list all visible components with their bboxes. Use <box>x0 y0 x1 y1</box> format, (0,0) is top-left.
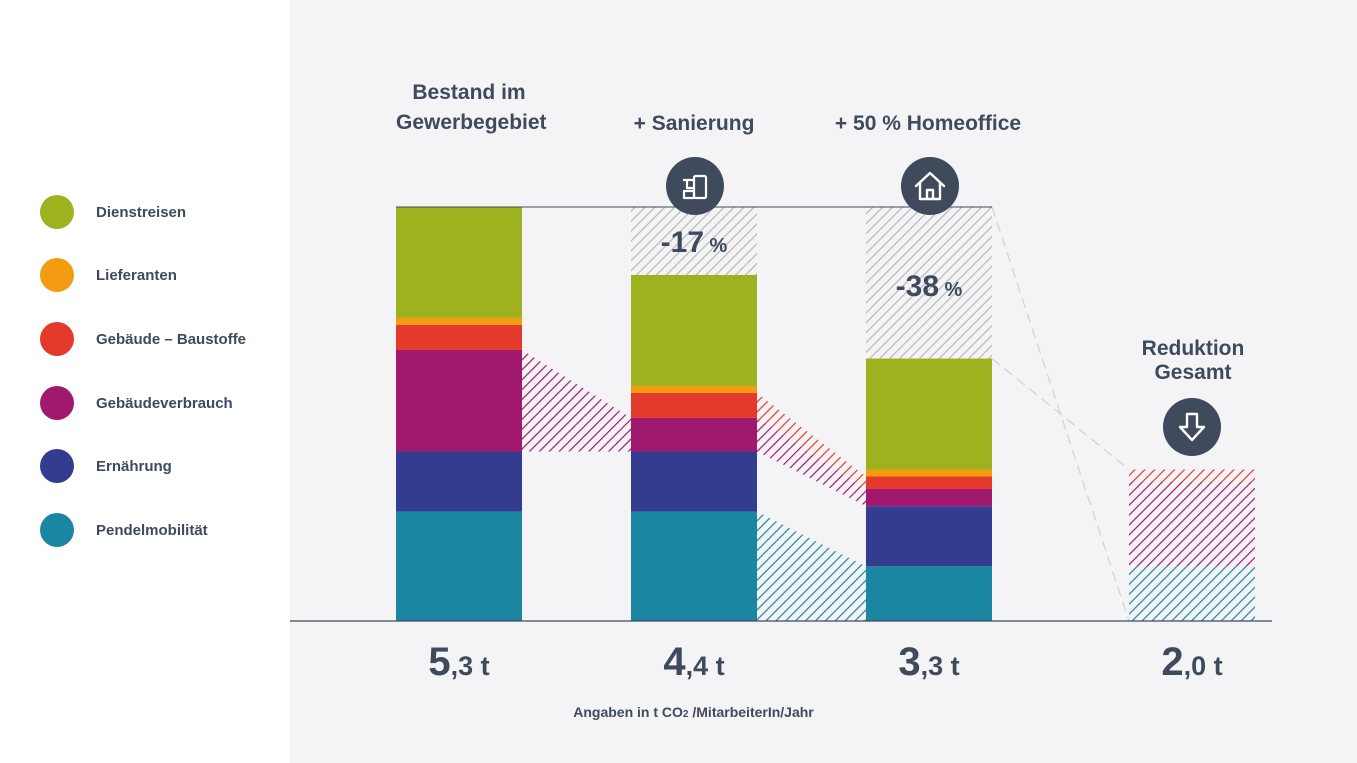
bar-segment-reduction-gebaudeverbrauch <box>1129 481 1255 567</box>
bar-segment-ernahrung <box>396 451 522 512</box>
legend-item-ernaehrung: Ernährung <box>40 448 172 484</box>
reduction-value: -38 <box>895 270 939 303</box>
unit-note: Angaben in t CO2 /MitarbeiterIn/Jahr <box>0 704 1357 720</box>
unit-note-suffix: /MitarbeiterIn/Jahr <box>688 704 814 720</box>
bar-segment-gebaudeverbrauch <box>866 488 992 507</box>
reduction-unit: % <box>704 235 728 257</box>
bar-segment-gebaudeverbrauch <box>631 417 757 452</box>
total-small: ,3 t <box>920 651 960 681</box>
legend-item-baustoffe: Gebäude – Baustoffe <box>40 321 246 357</box>
total-big: 4 <box>663 640 686 684</box>
bar-segment-pendelmobilitat <box>631 511 757 621</box>
total-small: ,0 t <box>1183 651 1223 681</box>
reduction-unit: % <box>939 279 963 301</box>
legend-panel: Dienstreisen Lieferanten Gebäude – Baust… <box>0 0 290 763</box>
total-label-homeoffice: 3,3 t <box>866 640 992 685</box>
reduction-label-sanierung: -17 % <box>631 226 757 260</box>
legend-dot-baustoffe <box>40 322 74 356</box>
total-big: 2 <box>1161 640 1184 684</box>
bar-title-homeoffice: + 50 % Homeoffice <box>834 112 1022 135</box>
bar-segment-gebaude-baustoffe <box>866 476 992 489</box>
connector-gebaudeverbrauch <box>757 417 866 507</box>
legend-item-verbrauch: Gebäudeverbrauch <box>40 385 233 421</box>
guide-line-total <box>991 358 1130 470</box>
bar-title-line: Reduktion <box>1141 337 1245 360</box>
legend-label: Gebäudeverbrauch <box>96 394 233 412</box>
bar-title-bestand: Bestand im Gewerbegebiet <box>396 78 547 138</box>
bar-segment-pendelmobilitat <box>866 566 992 621</box>
bar-title-line: Gesamt <box>1154 361 1232 384</box>
bars <box>396 206 1255 621</box>
reduction-area-1 <box>631 207 757 275</box>
heater-icon <box>666 157 724 215</box>
legend-dot-pendel <box>40 513 74 547</box>
total-small: ,4 t <box>685 651 725 681</box>
bar-segment-dienstreisen <box>631 274 757 386</box>
legend-item-pendel: Pendelmobilität <box>40 512 208 548</box>
connector-pendelmobilitat <box>757 511 866 621</box>
bar-title-line: Gewerbegebiet <box>396 111 547 134</box>
bar-segment-gebaudeverbrauch <box>396 349 522 452</box>
bar-segment-lieferanten <box>396 317 522 325</box>
legend-item-dienstreisen: Dienstreisen <box>40 194 186 230</box>
reduction-label-homeoffice: -38 % <box>866 270 992 304</box>
total-label-bestand: 5,3 t <box>396 640 522 685</box>
legend-label: Lieferanten <box>96 266 177 284</box>
guide-line-top <box>991 206 1130 622</box>
legend-dot-dienstreisen <box>40 195 74 229</box>
arrow-down-icon <box>1163 398 1221 456</box>
legend-dot-ernaehrung <box>40 449 74 483</box>
total-big: 3 <box>898 640 921 684</box>
bar-title-sanierung: + Sanierung <box>633 112 755 135</box>
bar-title-reduktion: Reduktion Gesamt <box>1120 337 1266 385</box>
bar-segment-dienstreisen <box>396 207 522 318</box>
reduction-area-2 <box>866 207 992 359</box>
bar-segment-reduction-gebaude-baustoffe <box>1129 469 1255 482</box>
bar-segment-dienstreisen <box>866 358 992 470</box>
unit-note-subscript: 2 <box>682 709 689 720</box>
total-big: 5 <box>428 640 451 684</box>
legend-label: Gebäude – Baustoffe <box>96 330 247 348</box>
legend-label: Dienstreisen <box>96 203 187 221</box>
legend-dot-lieferanten <box>40 258 74 292</box>
bar-segment-lieferanten <box>631 385 757 393</box>
bar-segment-pendelmobilitat <box>396 511 522 621</box>
bar-segment-ernahrung <box>631 451 757 512</box>
total-label-sanierung: 4,4 t <box>631 640 757 685</box>
connector-gebaudeverbrauch <box>522 349 631 452</box>
bar-segment-reduction-pendelmobilitat <box>1129 566 1255 621</box>
bar-segment-gebaude-baustoffe <box>631 392 757 418</box>
bar-segment-lieferanten <box>866 469 992 477</box>
unit-note-prefix: Angaben in t CO <box>573 704 683 720</box>
house-icon <box>901 157 959 215</box>
total-label-reduktion: 2,0 t <box>1129 640 1255 685</box>
connector-gebaude-baustoffe <box>757 392 866 489</box>
legend-item-lieferanten: Lieferanten <box>40 257 177 293</box>
reduction-connectors <box>522 206 1130 622</box>
reduction-value: -17 <box>660 226 704 259</box>
bar-title-line: Bestand im <box>412 81 526 104</box>
total-small: ,3 t <box>450 651 490 681</box>
legend-label: Ernährung <box>96 457 172 475</box>
legend-label: Pendelmobilität <box>96 521 208 539</box>
legend-dot-verbrauch <box>40 386 74 420</box>
bar-segment-gebaude-baustoffe <box>396 324 522 350</box>
bar-segment-ernahrung <box>866 506 992 567</box>
